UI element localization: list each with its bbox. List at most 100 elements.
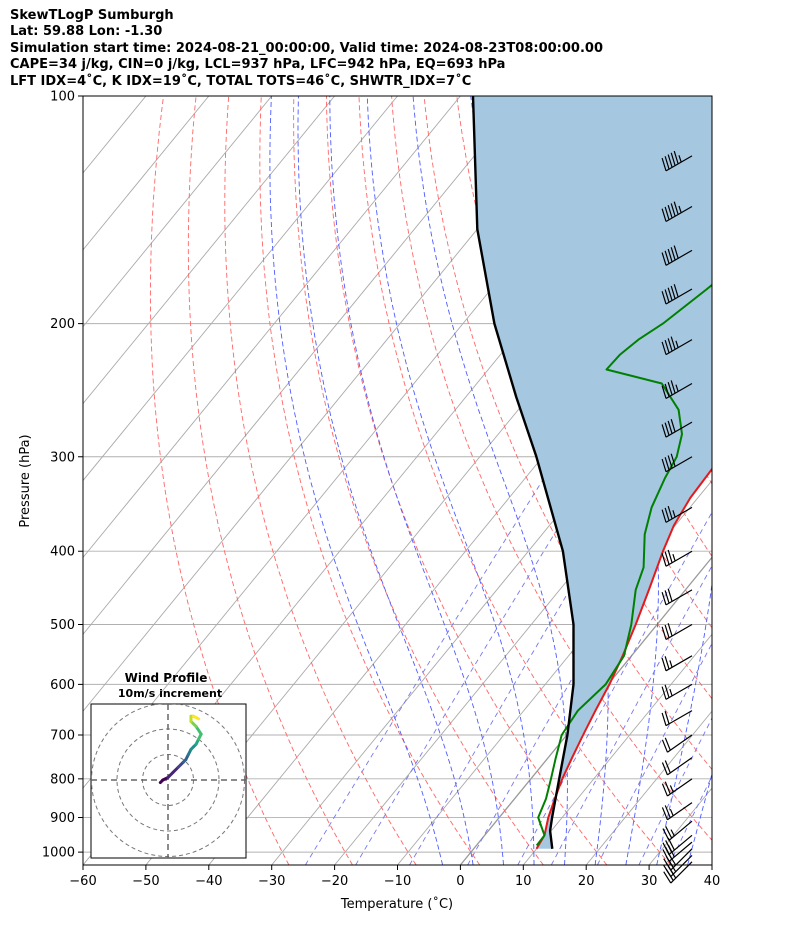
wind-barb [661, 201, 693, 223]
barb-flag [664, 590, 670, 604]
barb-flag [664, 422, 670, 436]
barb-staff [667, 757, 693, 776]
barb-staff [665, 710, 693, 727]
barb-flag [667, 623, 673, 637]
barb-flag [667, 420, 673, 434]
barb-flag [664, 805, 671, 819]
barb-flag [664, 250, 670, 264]
wind-barb [661, 336, 693, 356]
cape-area [473, 96, 712, 849]
wind-barb [662, 820, 693, 841]
barb-staff [665, 655, 693, 672]
x-tick-label: 40 [704, 874, 721, 889]
barb-flag [664, 656, 670, 670]
location-line: Lat: 59.88 Lon: -1.30 [10, 24, 163, 40]
y-tick-label: 400 [50, 545, 75, 560]
wind-barb [661, 802, 693, 821]
wind-barb [661, 245, 693, 266]
dry-adiabat-line [187, 96, 353, 865]
wind-barb [661, 150, 693, 172]
barb-flag [661, 341, 667, 355]
isotherm-line [83, 96, 335, 405]
barb-flag [661, 591, 667, 606]
barb-flag [673, 150, 679, 165]
barb-flag [667, 154, 673, 168]
barb-staff [667, 734, 693, 753]
mixing-ratio-line [355, 278, 712, 865]
isotherm-line [711, 864, 712, 865]
barb-flag [664, 289, 670, 303]
isotherm-line [459, 556, 712, 865]
isotherm-line [83, 96, 461, 559]
barb-flag [664, 624, 670, 638]
barb-flag [663, 871, 672, 884]
barb-flag [664, 684, 670, 698]
barb-flag [663, 864, 672, 877]
x-tick-label: 10 [515, 874, 532, 889]
barb-flag [664, 339, 670, 354]
barb-flag [661, 686, 667, 700]
wind-barb [661, 418, 693, 438]
barb-flag [667, 338, 673, 352]
barb-flag [664, 710, 670, 725]
barb-half-flag [669, 785, 674, 793]
barb-half-flag [678, 155, 682, 163]
dry-adiabat-line [149, 96, 290, 865]
hodograph-subtitle: 10m/s increment [118, 687, 222, 700]
barb-flag [670, 285, 676, 299]
parcel-profile [471, 96, 575, 849]
dry-adiabat-line [358, 96, 671, 865]
hodograph-title: Wind Profile [125, 671, 208, 685]
isotherm-line [522, 633, 712, 865]
barb-flag [670, 203, 676, 217]
barb-flag [670, 418, 676, 433]
chart-header: SkewTLogP Sumburgh Lat: 59.88 Lon: -1.30… [10, 8, 780, 90]
temperature-profile [535, 467, 712, 850]
barb-flag [664, 457, 670, 471]
barb-half-flag [678, 205, 682, 213]
barb-flag [661, 208, 667, 222]
moist-adiabat-line [412, 96, 568, 865]
x-tick-label: −40 [195, 874, 222, 889]
x-tick-label: 0 [456, 874, 464, 889]
hodograph-segment [192, 714, 201, 721]
wind-barb [661, 623, 693, 641]
barb-flag [667, 588, 673, 602]
barb-flag [662, 849, 670, 862]
barb-flag [661, 291, 667, 305]
barb-flag [661, 385, 667, 399]
barb-staff [668, 834, 693, 856]
barb-flag [661, 807, 668, 821]
barb-half-flag [675, 384, 679, 392]
y-tick-label: 600 [50, 678, 75, 693]
barb-flag [670, 247, 676, 261]
isotherm-line [208, 249, 712, 865]
x-tick-label: 20 [578, 874, 595, 889]
barb-staff [667, 778, 693, 797]
barb-flag [670, 453, 676, 467]
profiles [471, 96, 712, 850]
wind-barb [661, 710, 693, 727]
barb-staff [670, 848, 693, 871]
barb-flag [664, 507, 670, 521]
barb-staff [665, 550, 693, 567]
wind-barb [661, 757, 693, 776]
wind-barb [661, 588, 693, 606]
barb-flag [661, 157, 667, 172]
barb-flag [661, 657, 667, 671]
isotherm-line [83, 96, 398, 482]
barb-half-flag [672, 553, 676, 562]
barb-flag [670, 152, 676, 166]
barb-half-flag [675, 340, 679, 348]
barb-flag [664, 551, 670, 565]
barb-flag [661, 739, 668, 753]
barb-flag [667, 505, 673, 520]
isotherm-line [83, 96, 210, 251]
barb-staff [665, 155, 693, 172]
wind-barb [661, 734, 693, 753]
barb-flag [665, 840, 673, 853]
dry-adiabat-line [259, 96, 481, 865]
barb-flag [661, 783, 668, 797]
wind-barbs [661, 150, 693, 884]
